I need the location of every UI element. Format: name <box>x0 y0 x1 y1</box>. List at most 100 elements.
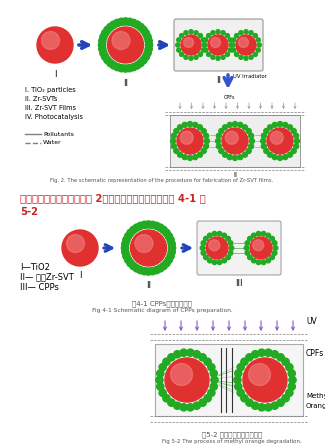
Circle shape <box>272 251 277 255</box>
Bar <box>170 115 300 167</box>
Circle shape <box>267 128 293 154</box>
Circle shape <box>232 122 238 127</box>
Circle shape <box>198 152 202 157</box>
Circle shape <box>282 395 289 402</box>
Circle shape <box>157 224 164 231</box>
Circle shape <box>189 30 193 34</box>
Text: II: II <box>233 172 237 178</box>
Circle shape <box>246 399 253 406</box>
Circle shape <box>145 221 152 228</box>
Circle shape <box>201 241 206 245</box>
Circle shape <box>204 133 209 138</box>
Circle shape <box>228 251 233 255</box>
Circle shape <box>199 399 206 406</box>
Circle shape <box>252 350 259 358</box>
Circle shape <box>122 240 129 248</box>
Circle shape <box>126 18 133 25</box>
Circle shape <box>229 246 234 250</box>
Circle shape <box>288 152 292 157</box>
Circle shape <box>137 23 144 31</box>
Circle shape <box>256 38 260 42</box>
Circle shape <box>246 148 251 153</box>
Circle shape <box>234 376 241 384</box>
Text: II— 多孔Zr-SVT: II— 多孔Zr-SVT <box>20 273 74 282</box>
Circle shape <box>100 34 107 41</box>
Circle shape <box>168 240 175 248</box>
Circle shape <box>67 235 84 253</box>
Circle shape <box>252 258 256 263</box>
Circle shape <box>236 35 256 55</box>
Circle shape <box>244 30 248 34</box>
Circle shape <box>204 139 209 143</box>
Circle shape <box>118 18 125 25</box>
Circle shape <box>193 155 198 160</box>
Circle shape <box>180 34 184 38</box>
Circle shape <box>278 156 282 160</box>
Circle shape <box>122 18 129 25</box>
Circle shape <box>174 129 179 134</box>
Circle shape <box>177 48 181 52</box>
Circle shape <box>207 233 212 238</box>
Circle shape <box>270 131 283 144</box>
Circle shape <box>177 128 203 154</box>
Circle shape <box>184 38 193 47</box>
Circle shape <box>100 50 107 57</box>
Circle shape <box>135 235 153 253</box>
Circle shape <box>174 148 179 153</box>
Circle shape <box>153 222 160 230</box>
Circle shape <box>258 349 265 356</box>
Circle shape <box>219 148 224 153</box>
Circle shape <box>243 358 287 402</box>
Circle shape <box>165 232 173 240</box>
Circle shape <box>201 38 205 42</box>
Circle shape <box>283 155 288 160</box>
Circle shape <box>293 144 299 149</box>
Circle shape <box>261 133 266 138</box>
Circle shape <box>291 129 296 134</box>
Circle shape <box>219 129 224 134</box>
Circle shape <box>177 38 181 42</box>
Circle shape <box>101 30 109 37</box>
Circle shape <box>187 404 194 411</box>
Circle shape <box>168 245 176 252</box>
Circle shape <box>235 34 239 38</box>
Circle shape <box>104 56 111 64</box>
Circle shape <box>62 230 98 266</box>
Circle shape <box>145 46 152 53</box>
Circle shape <box>144 34 151 41</box>
Circle shape <box>265 404 272 411</box>
Circle shape <box>202 43 206 47</box>
Circle shape <box>130 262 137 270</box>
Circle shape <box>177 125 183 130</box>
Circle shape <box>238 155 243 160</box>
Circle shape <box>231 43 235 47</box>
Circle shape <box>211 55 215 59</box>
Circle shape <box>266 233 270 238</box>
Circle shape <box>265 349 272 356</box>
Text: II: II <box>146 281 151 290</box>
Circle shape <box>271 402 279 409</box>
Circle shape <box>261 232 266 236</box>
Text: I—TiO2: I—TiO2 <box>20 262 50 271</box>
Circle shape <box>201 148 206 153</box>
Text: 5-2: 5-2 <box>20 207 38 217</box>
Circle shape <box>250 139 254 143</box>
Text: III— CPPs: III— CPPs <box>20 283 59 291</box>
Circle shape <box>208 389 215 396</box>
Circle shape <box>239 38 249 47</box>
Circle shape <box>222 258 227 263</box>
Circle shape <box>286 389 293 396</box>
Circle shape <box>118 64 125 72</box>
Circle shape <box>228 48 232 52</box>
Circle shape <box>238 122 243 127</box>
Circle shape <box>204 144 209 149</box>
Circle shape <box>156 376 163 384</box>
Text: CPFs: CPFs <box>306 350 324 358</box>
Circle shape <box>227 122 232 127</box>
Circle shape <box>180 349 187 356</box>
Circle shape <box>244 56 248 60</box>
Circle shape <box>212 232 217 236</box>
Circle shape <box>208 35 228 55</box>
Circle shape <box>141 221 148 228</box>
Circle shape <box>246 129 251 134</box>
